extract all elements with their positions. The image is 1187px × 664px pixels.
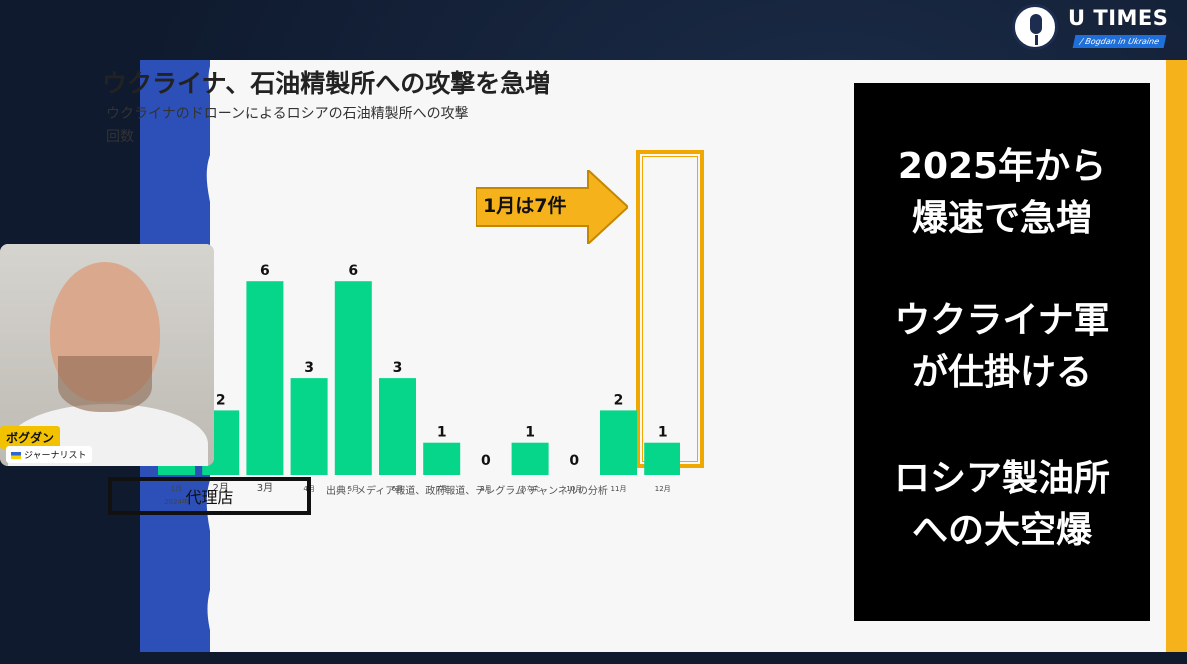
ukraine-flag-icon <box>11 452 21 459</box>
data-label-1: 2 <box>216 392 226 408</box>
agency-box: 代理店 <box>108 477 311 515</box>
presenter-role: ジャーナリスト <box>6 446 92 463</box>
category-label-9: 10月 <box>566 485 582 493</box>
category-label-8: あなた <box>520 485 541 493</box>
bar-11 <box>644 442 680 475</box>
commentary-line: ロシア製油所 <box>893 458 1110 499</box>
commentary-line: が仕掛ける <box>911 352 1092 393</box>
bar-2 <box>246 281 284 475</box>
category-label-4: 5月 <box>348 485 359 493</box>
chart-subtitle-line1: ウクライナのドローンによるロシアの石油精製所への攻撃 <box>106 106 469 122</box>
data-label-10: 2 <box>614 392 624 408</box>
commentary-line: 2025年から <box>897 146 1107 187</box>
data-label-5: 3 <box>393 360 403 376</box>
category-label-1: 2月 <box>213 482 229 494</box>
accent-bar <box>1166 60 1187 652</box>
commentary-block-3: ロシア製油所 への大空爆 <box>854 453 1150 557</box>
commentary-panel: 2025年から 爆速で急増 ウクライナ軍 が仕掛ける ロシア製油所 への大空爆 <box>854 83 1150 621</box>
bar-3 <box>290 378 328 475</box>
category-label-7: 8月 <box>480 485 491 493</box>
data-label-2: 6 <box>260 263 270 279</box>
source-note: 出典：メディア報道、政府報道、テレグラム チャンネルの分析 <box>326 486 608 497</box>
category-label-5: 6月 <box>392 485 403 493</box>
chart-subtitle-line2: 回数 <box>106 129 134 145</box>
bar-4 <box>334 281 372 475</box>
data-label-9: 0 <box>569 453 579 469</box>
commentary-line: への大空爆 <box>911 510 1092 551</box>
data-label-3: 3 <box>304 360 314 376</box>
data-label-4: 6 <box>348 263 358 279</box>
brand-name: U TIMES <box>1068 6 1169 30</box>
bar-5 <box>379 378 416 475</box>
category-label-6: 7月 <box>436 485 447 493</box>
chart-title: ウクライナ、石油精製所への攻撃を急増 <box>102 69 551 98</box>
slide-wave-edge <box>206 60 238 652</box>
data-label-7: 0 <box>481 453 491 469</box>
commentary-line: ウクライナ軍 <box>894 300 1110 341</box>
commentary-line: 爆速で急増 <box>911 198 1092 239</box>
brand-logo: U TIMES / Bogdan in Ukraine <box>1012 4 1182 52</box>
data-label-8: 1 <box>525 425 535 441</box>
bar-10 <box>600 410 637 475</box>
commentary-block-1: 2025年から 爆速で急増 <box>854 141 1150 245</box>
chart-subtitle: ウクライナのドローンによるロシアの石油精製所への攻撃 回数 <box>106 103 469 149</box>
commentary-block-2: ウクライナ軍 が仕掛ける <box>854 295 1150 399</box>
data-label-11: 1 <box>658 425 668 441</box>
data-label-6: 1 <box>437 425 447 441</box>
microphone-icon <box>1012 4 1058 50</box>
callout-label: 1月は7件 <box>483 195 567 217</box>
category-sublabel-0: 2024年 <box>164 497 189 506</box>
category-label-11: 12月 <box>655 485 671 493</box>
category-label-10: 11月 <box>611 485 627 493</box>
category-label-0: 1月 <box>171 485 182 493</box>
bar-6 <box>423 442 461 475</box>
bar-8 <box>511 442 549 475</box>
brand-subtitle: / Bogdan in Ukraine <box>1072 35 1167 48</box>
callout-arrow <box>476 170 628 244</box>
category-label-2: 3月 <box>257 482 273 494</box>
presenter-name: ボグダン <box>0 426 61 449</box>
